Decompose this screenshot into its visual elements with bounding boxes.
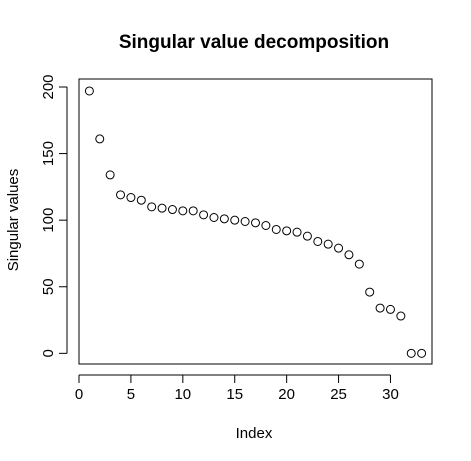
data-point — [334, 243, 344, 253]
data-point — [209, 213, 219, 223]
data-point — [147, 202, 157, 212]
y-tick-label: 200 — [40, 74, 57, 99]
data-point — [95, 134, 105, 144]
y-tick-label: 50 — [40, 278, 57, 295]
y-tick-label: 150 — [40, 141, 57, 166]
data-point — [251, 218, 260, 228]
data-point — [406, 348, 416, 358]
data-point — [105, 170, 115, 180]
data-point — [219, 214, 229, 224]
data-point — [323, 239, 333, 249]
chart-title: Singular value decomposition — [119, 32, 389, 53]
data-point — [271, 224, 281, 234]
data-point — [167, 205, 177, 215]
y-axis: 0 50 100 150 200 — [40, 74, 68, 358]
data-point — [178, 206, 188, 216]
data-point — [240, 217, 250, 226]
plot-area-frame — [78, 78, 433, 365]
x-axis: 0 5 10 15 20 25 30 — [75, 374, 399, 403]
y-tick-label: 0 — [40, 349, 57, 357]
data-point — [261, 220, 271, 230]
y-axis-title: Singular values — [5, 169, 22, 272]
data-point — [417, 348, 427, 358]
data-point — [282, 226, 292, 236]
data-point — [375, 303, 385, 313]
data-point — [199, 210, 209, 220]
x-tick-label: 25 — [330, 386, 347, 403]
data-point — [292, 227, 302, 237]
x-tick-label: 20 — [278, 386, 295, 403]
data-point — [354, 259, 364, 269]
data-point — [157, 203, 167, 213]
data-point — [344, 250, 354, 260]
data-point — [302, 231, 312, 241]
data-point — [126, 193, 136, 203]
data-point — [313, 236, 323, 246]
data-point — [230, 215, 240, 225]
x-tick-label: 30 — [382, 386, 399, 403]
data-point — [365, 287, 375, 297]
x-tick-label: 5 — [127, 386, 135, 403]
x-tick-label: 10 — [174, 386, 191, 403]
data-point — [84, 86, 94, 96]
x-axis-title: Index — [236, 425, 273, 442]
data-point — [188, 206, 198, 216]
y-tick-label: 100 — [40, 208, 57, 233]
data-point — [136, 195, 146, 205]
data-points — [84, 86, 427, 358]
x-tick-label: 0 — [75, 386, 83, 403]
data-point — [385, 304, 395, 314]
x-tick-label: 15 — [226, 386, 243, 403]
data-point — [116, 190, 126, 200]
data-point — [396, 311, 406, 321]
